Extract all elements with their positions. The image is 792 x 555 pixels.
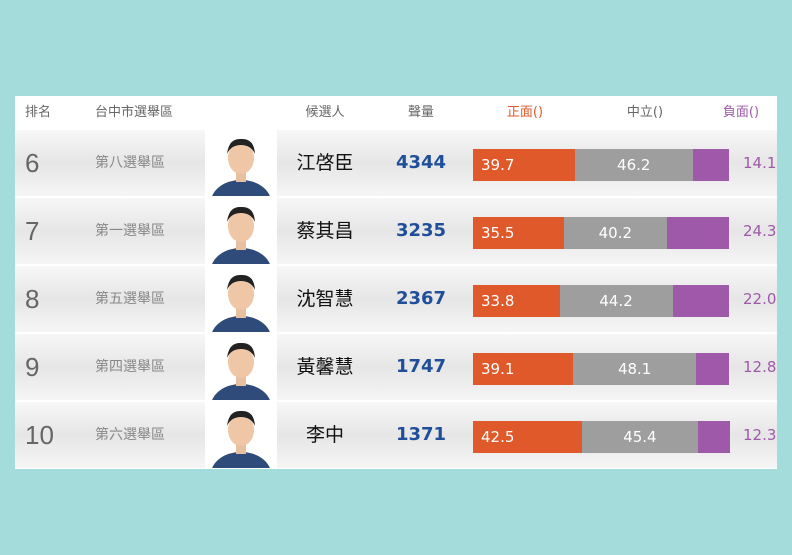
rank-number: 7 bbox=[25, 216, 40, 246]
volume-value: 1371 bbox=[395, 424, 447, 445]
negative-value: 12.8 bbox=[743, 358, 777, 376]
table-row: 7 第一選舉區 蔡其昌 3235 35.5 40.2 24.3 bbox=[15, 198, 777, 264]
negative-value: 22.0 bbox=[743, 290, 777, 308]
volume-value: 1747 bbox=[395, 356, 447, 377]
candidate-name: 蔡其昌 bbox=[296, 220, 354, 242]
candidate-photo bbox=[205, 334, 277, 400]
positive-bar: 39.1 bbox=[473, 353, 574, 385]
rank-number: 6 bbox=[25, 148, 40, 178]
district-label: 第一選舉區 bbox=[95, 223, 165, 239]
negative-value: 14.1 bbox=[743, 154, 777, 172]
candidate-name: 沈智慧 bbox=[296, 288, 354, 310]
table-row: 9 第四選舉區 黃馨慧 1747 39.1 48.1 12.8 bbox=[15, 334, 777, 400]
header-candidate: 候選人 bbox=[305, 105, 345, 120]
candidate-photo bbox=[205, 130, 277, 196]
neutral-bar: 45.4 bbox=[581, 421, 699, 453]
negative-value: 24.3 bbox=[743, 222, 777, 240]
negative-bar bbox=[696, 353, 729, 385]
portrait-icon bbox=[212, 138, 270, 196]
positive-bar: 39.7 bbox=[473, 149, 575, 181]
table-row: 6 第八選舉區 江啓臣 4344 39.7 46.2 14.1 bbox=[15, 130, 777, 196]
candidate-photo bbox=[205, 402, 277, 468]
header-negative: 負面() bbox=[722, 105, 760, 120]
header-volume: 聲量 bbox=[407, 105, 434, 120]
district-label: 第四選舉區 bbox=[95, 359, 165, 375]
positive-bar: 42.5 bbox=[473, 421, 582, 453]
district-label: 第八選舉區 bbox=[95, 155, 165, 171]
positive-bar: 33.8 bbox=[473, 285, 560, 317]
district-label: 第五選舉區 bbox=[95, 291, 165, 307]
header-positive: 正面() bbox=[506, 105, 544, 120]
candidate-name: 李中 bbox=[305, 424, 344, 446]
rank-number: 10 bbox=[25, 420, 54, 450]
positive-bar: 35.5 bbox=[473, 217, 564, 249]
neutral-bar: 46.2 bbox=[574, 149, 693, 181]
candidate-name: 江啓臣 bbox=[296, 152, 354, 174]
rank-number: 9 bbox=[25, 352, 40, 382]
neutral-bar: 48.1 bbox=[573, 353, 697, 385]
table-row: 8 第五選舉區 沈智慧 2367 33.8 44.2 22.0 bbox=[15, 266, 777, 332]
candidate-photo bbox=[205, 198, 277, 264]
portrait-icon bbox=[212, 274, 270, 332]
negative-bar bbox=[666, 217, 729, 249]
negative-bar bbox=[698, 421, 730, 453]
negative-value: 12.3 bbox=[743, 426, 777, 444]
header-district: 台中市選舉區 bbox=[95, 105, 174, 120]
header-neutral: 中立() bbox=[626, 105, 664, 120]
volume-value: 4344 bbox=[395, 152, 447, 173]
negative-bar bbox=[672, 285, 729, 317]
candidate-photo bbox=[205, 266, 277, 332]
portrait-icon bbox=[212, 206, 270, 264]
ranking-table: 排名 台中市選舉區 候選人 聲量 正面() 中立() 負面() 6 第八選舉區 江啓… bbox=[15, 96, 777, 469]
neutral-bar: 40.2 bbox=[563, 217, 667, 249]
table-row: 10 第六選舉區 李中 1371 42.5 45.4 12.3 bbox=[15, 402, 777, 468]
district-label: 第六選舉區 bbox=[95, 427, 165, 443]
negative-bar bbox=[692, 149, 729, 181]
rank-number: 8 bbox=[25, 284, 40, 314]
portrait-icon bbox=[212, 410, 270, 468]
header-rank: 排名 bbox=[25, 105, 52, 120]
portrait-icon bbox=[212, 342, 270, 400]
volume-value: 2367 bbox=[395, 288, 447, 309]
candidate-name: 黃馨慧 bbox=[296, 356, 354, 378]
volume-value: 3235 bbox=[395, 220, 447, 241]
neutral-bar: 44.2 bbox=[559, 285, 673, 317]
